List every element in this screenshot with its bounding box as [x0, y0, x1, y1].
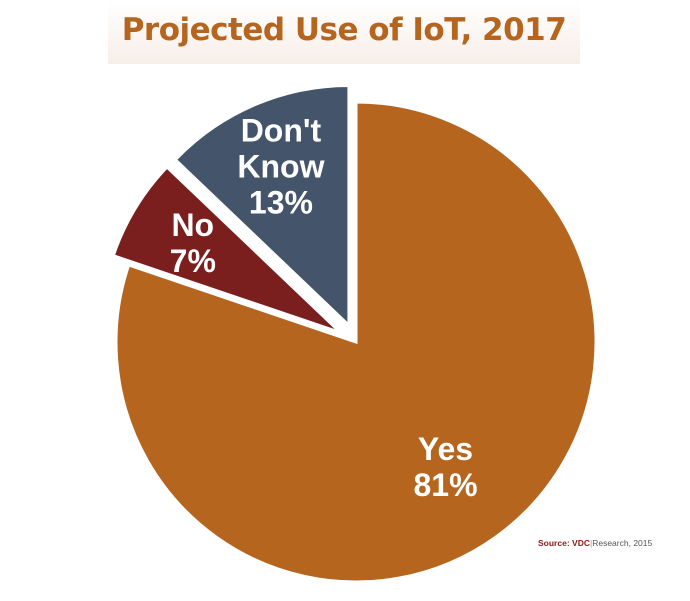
slice-value-label: 81% — [413, 467, 477, 503]
source-lead: Source: — [538, 538, 570, 548]
source-separator: | — [589, 538, 593, 548]
slice-value-label: 7% — [170, 243, 216, 279]
pie-slice-no — [111, 164, 342, 335]
source-note: Source: VDC|Research, 2015 — [538, 538, 652, 548]
pie-slice-yes — [114, 100, 598, 584]
source-name: Research — [592, 538, 629, 548]
source-year: , 2015 — [628, 538, 653, 548]
slice-category-label: No — [171, 207, 214, 243]
pie-slice-don-t-know — [173, 83, 351, 329]
slice-category-label: Don't — [241, 113, 322, 149]
chart-title: Projected Use of IoT, 2017 — [121, 12, 567, 48]
title-background — [108, 2, 580, 64]
slice-category-label: Yes — [418, 431, 473, 467]
slice-value-label: 13% — [249, 185, 313, 221]
slice-category-label: Know — [237, 149, 324, 185]
source-brand: VDC — [572, 538, 590, 548]
